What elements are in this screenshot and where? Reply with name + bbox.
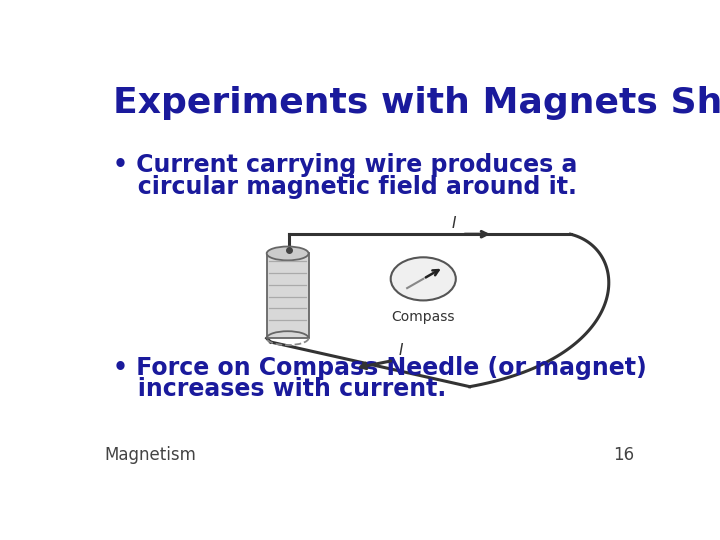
Text: I: I bbox=[399, 343, 403, 358]
Ellipse shape bbox=[266, 247, 309, 260]
Text: Magnetism: Magnetism bbox=[104, 446, 196, 464]
Text: Experiments with Magnets Show: Experiments with Magnets Show bbox=[113, 86, 720, 120]
Text: • Force on Compass Needle (or magnet): • Force on Compass Needle (or magnet) bbox=[113, 356, 647, 380]
Text: I: I bbox=[452, 216, 456, 231]
Text: Compass: Compass bbox=[392, 309, 455, 323]
Ellipse shape bbox=[391, 257, 456, 300]
Text: 16: 16 bbox=[613, 446, 634, 464]
Text: increases with current.: increases with current. bbox=[113, 377, 446, 401]
Text: circular magnetic field around it.: circular magnetic field around it. bbox=[113, 175, 577, 199]
Text: • Current carrying wire produces a: • Current carrying wire produces a bbox=[113, 153, 577, 177]
Bar bbox=[266, 253, 309, 338]
